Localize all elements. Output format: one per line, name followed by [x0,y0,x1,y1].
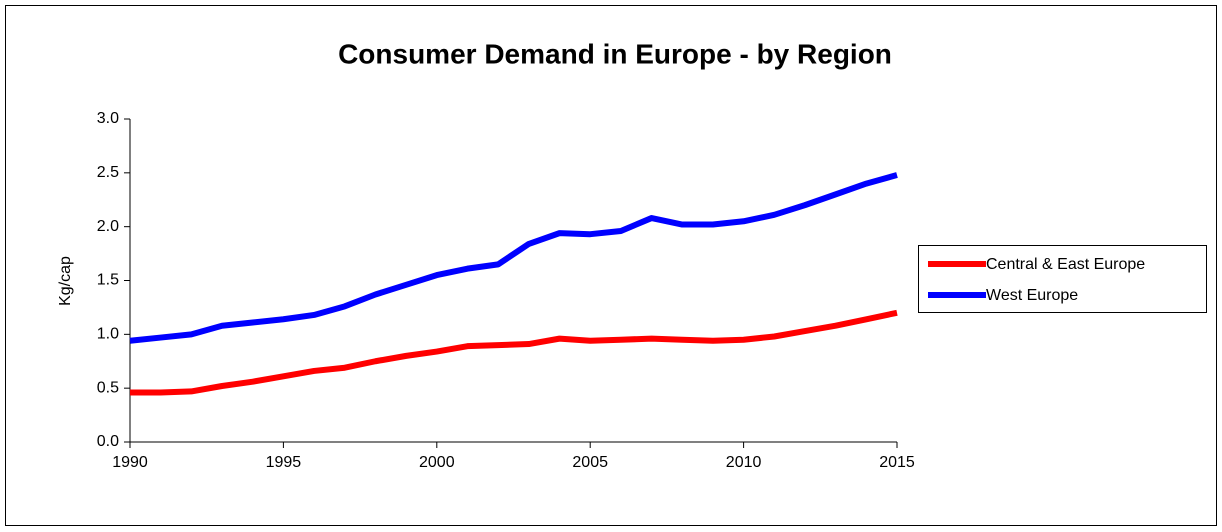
legend-label: Central & East Europe [986,256,1145,273]
line-series [130,309,898,396]
x-tick-label: 1990 [112,454,148,471]
y-tick-label: 2.5 [97,164,119,181]
y-tick-label: 2.0 [97,218,119,235]
x-tick-label: 2005 [572,454,608,471]
y-tick-label: 1.0 [97,326,119,343]
y-tick-label: 1.5 [97,272,119,289]
x-tick-label: 2010 [726,454,762,471]
legend-box [918,245,1207,313]
x-tick-label: 1995 [266,454,302,471]
x-tick-label: 2015 [879,454,915,471]
y-axis-label: Kg/cap [57,256,74,306]
y-tick-label: 0.5 [97,379,119,396]
legend-label: West Europe [986,287,1078,304]
chart-title: Consumer Demand in Europe - by Region [338,38,892,69]
y-tick-label: 3.0 [97,110,119,127]
y-tick-label: 0.0 [97,433,119,450]
line-series [129,172,898,344]
x-tick-label: 2000 [419,454,455,471]
